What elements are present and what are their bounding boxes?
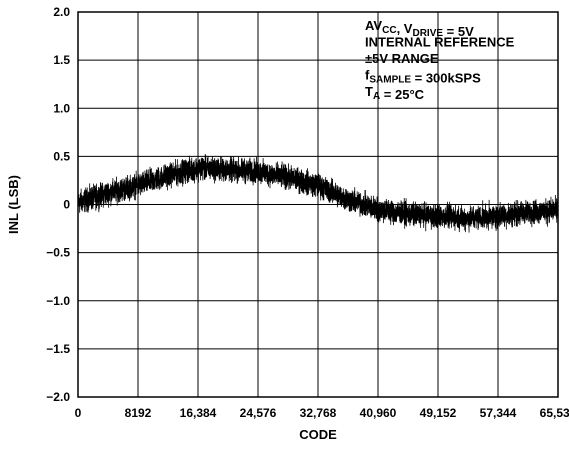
inl-trace — [77, 153, 559, 233]
condition-line: TA = 25°C — [365, 84, 425, 102]
condition-line: INTERNAL REFERENCE — [365, 35, 515, 50]
condition-line: ±5V RANGE — [365, 51, 439, 66]
y-tick-label: 2.0 — [53, 5, 70, 19]
y-tick-label: −1.0 — [46, 294, 70, 308]
x-axis-label: CODE — [299, 427, 337, 442]
condition-line: AVCC, VDRIVE = 5V — [365, 18, 474, 39]
y-tick-label: 1.0 — [53, 101, 70, 115]
y-tick-label: −0.5 — [46, 246, 70, 260]
y-tick-label: 0 — [63, 198, 70, 212]
y-tick-label: 1.5 — [53, 53, 70, 67]
y-tick-label: −2.0 — [46, 390, 70, 404]
condition-line: fSAMPLE = 300kSPS — [365, 68, 481, 86]
x-tick-label: 16,384 — [180, 406, 217, 420]
x-tick-label: 32,768 — [300, 406, 337, 420]
x-tick-label: 0 — [75, 406, 82, 420]
x-tick-label: 40,960 — [360, 406, 397, 420]
x-tick-labels: 0 8192 16,384 24,576 32,768 40,960 49,152 57,34… — [75, 406, 569, 420]
y-tick-label: 0.5 — [53, 149, 70, 163]
x-tick-label: 49,152 — [420, 406, 457, 420]
x-tick-label: 57,344 — [480, 406, 517, 420]
x-tick-label: 65,535 — [540, 406, 569, 420]
x-tick-label: 8192 — [125, 406, 152, 420]
plot-frame — [77, 11, 559, 398]
x-tick-label: 24,576 — [240, 406, 277, 420]
y-axis-label: INL (LSB) — [6, 175, 21, 234]
y-tick-labels: 2.0 1.5 1.0 0.5 0 −0.5 −1.0 −1.5 −2.0 — [46, 5, 70, 404]
inl-series-line — [77, 153, 559, 233]
y-tick-label: −1.5 — [46, 342, 70, 356]
